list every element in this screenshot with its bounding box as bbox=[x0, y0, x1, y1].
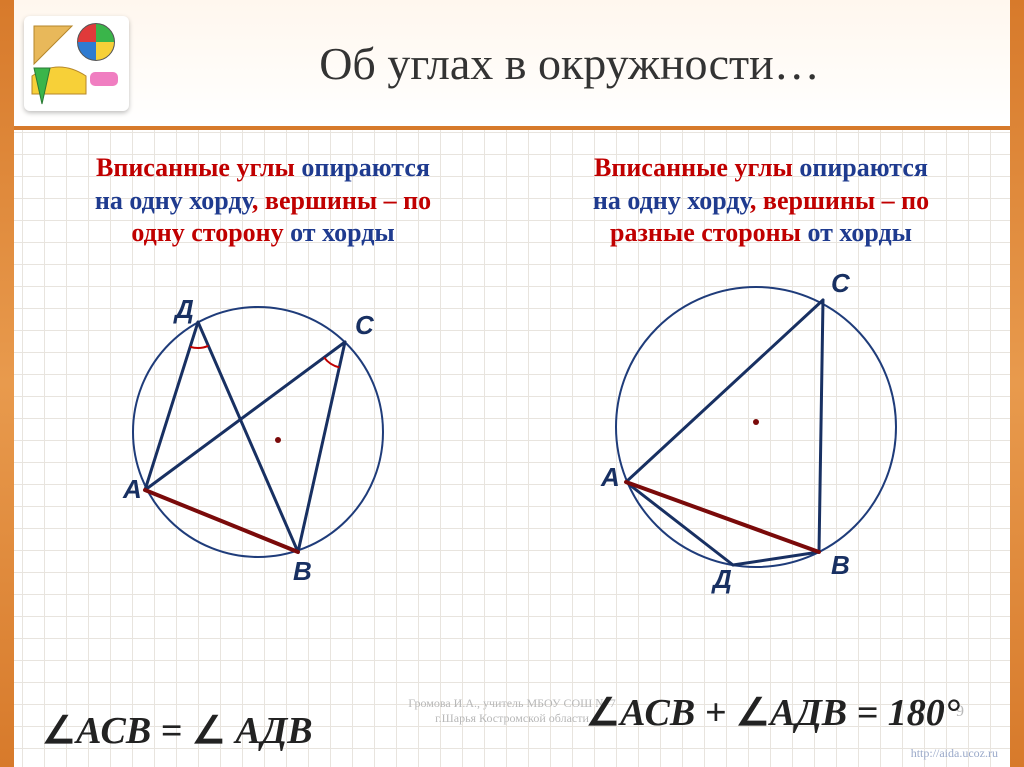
slide-header: Об углах в окружности… bbox=[14, 0, 1010, 130]
svg-text:С: С bbox=[355, 310, 375, 340]
txt: вершины – по bbox=[763, 186, 929, 215]
txt: АДВ bbox=[770, 692, 847, 734]
txt: разные стороны bbox=[610, 218, 801, 247]
left-diagram: А В С Д bbox=[34, 262, 492, 758]
txt: опираются bbox=[301, 153, 430, 182]
right-column: Вписанные углы опираются на одну хорду, … bbox=[512, 134, 1010, 767]
txt: одну сторону bbox=[131, 218, 283, 247]
txt: АСВ bbox=[76, 710, 151, 752]
txt: на одну хорду bbox=[593, 186, 750, 215]
svg-text:В: В bbox=[831, 550, 850, 580]
txt: на одну хорду bbox=[95, 186, 252, 215]
txt: = 180° bbox=[847, 692, 960, 734]
txt: от хорды bbox=[801, 218, 912, 247]
content-area: Вписанные углы опираются на одну хорду, … bbox=[14, 134, 1010, 767]
svg-text:Д: Д bbox=[173, 294, 194, 324]
left-formula: ∠АСВ = ∠ АДВ bbox=[14, 690, 501, 753]
geometry-tools-icon bbox=[24, 16, 129, 111]
txt: + bbox=[695, 692, 736, 734]
slide-title: Об углах в окружности… bbox=[129, 37, 1010, 90]
right-diagram: А В С Д bbox=[532, 262, 990, 758]
left-column: Вписанные углы опираются на одну хорду, … bbox=[14, 134, 512, 767]
txt: АСВ bbox=[620, 692, 695, 734]
txt: Вписанные углы bbox=[96, 153, 295, 182]
formula-row: ∠АСВ = ∠ АДВ ∠АСВ + ∠АДВ = 180° bbox=[14, 690, 1010, 753]
svg-text:А: А bbox=[600, 462, 620, 492]
svg-text:С: С bbox=[831, 268, 851, 298]
left-strip bbox=[0, 0, 14, 767]
right-heading: Вписанные углы опираются на одну хорду, … bbox=[593, 152, 929, 250]
txt: Вписанные углы bbox=[594, 153, 793, 182]
left-heading: Вписанные углы опираются на одну хорду, … bbox=[95, 152, 431, 250]
svg-text:В: В bbox=[293, 556, 312, 586]
txt: АДВ bbox=[226, 710, 313, 752]
txt: опираются bbox=[799, 153, 928, 182]
txt: , bbox=[252, 186, 265, 215]
txt: = bbox=[151, 710, 192, 752]
txt: , bbox=[750, 186, 763, 215]
txt: от хорды bbox=[284, 218, 395, 247]
svg-text:А: А bbox=[122, 474, 142, 504]
svg-text:Д: Д bbox=[711, 564, 732, 594]
right-strip bbox=[1010, 0, 1024, 767]
right-formula: ∠АСВ + ∠АДВ = 180° bbox=[501, 690, 1010, 753]
txt: вершины – по bbox=[265, 186, 431, 215]
